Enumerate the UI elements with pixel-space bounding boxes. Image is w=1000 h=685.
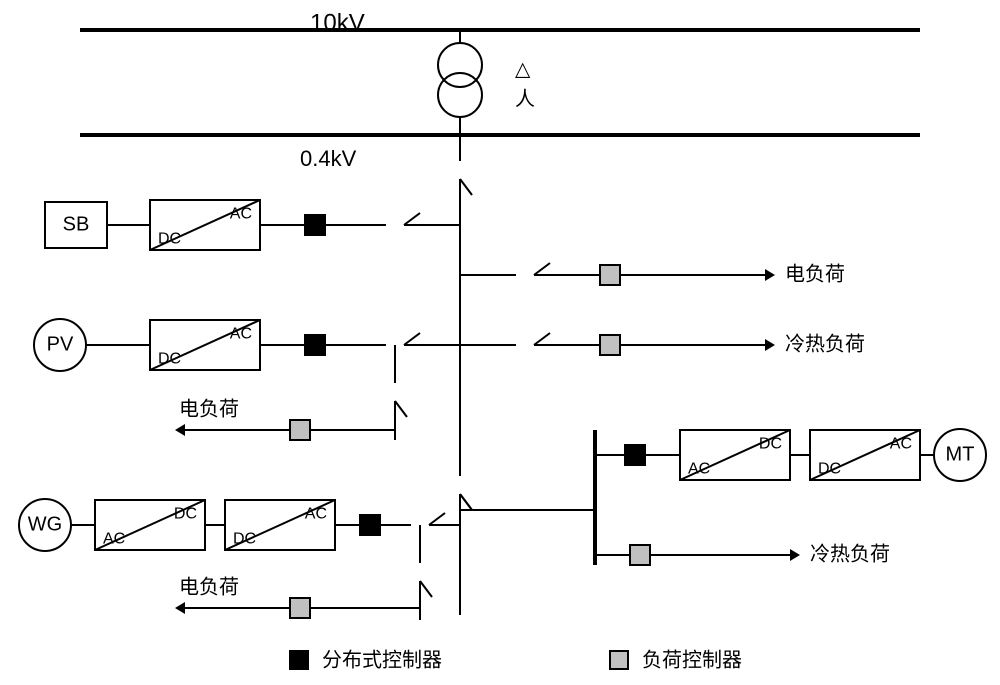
svg-text:DC: DC: [759, 436, 782, 453]
svg-text:AC: AC: [305, 506, 327, 523]
svg-text:AC: AC: [890, 436, 912, 453]
svg-text:AC: AC: [103, 531, 125, 548]
svg-text:AC: AC: [230, 326, 252, 343]
svg-text:电负荷: 电负荷: [179, 397, 239, 420]
svg-text:DC: DC: [158, 351, 181, 368]
svg-text:AC: AC: [230, 206, 252, 223]
svg-text:分布式控制器: 分布式控制器: [322, 648, 442, 671]
svg-text:DC: DC: [158, 231, 181, 248]
svg-text:冷热负荷: 冷热负荷: [785, 332, 865, 355]
bus-0p4kv-label: 0.4kV: [300, 146, 357, 171]
microgrid-diagram: 10kV0.4kV△人SBACDCPVACDCWGDCACACDC电负荷电负荷电…: [0, 0, 1000, 685]
svg-text:负荷控制器: 负荷控制器: [642, 648, 742, 671]
svg-text:PV: PV: [47, 333, 74, 355]
svg-text:AC: AC: [688, 461, 710, 478]
svg-text:电负荷: 电负荷: [785, 262, 845, 285]
svg-text:冷热负荷: 冷热负荷: [810, 542, 890, 565]
svg-text:DC: DC: [174, 506, 197, 523]
svg-text:DC: DC: [233, 531, 256, 548]
svg-text:MT: MT: [946, 443, 975, 465]
svg-text:DC: DC: [818, 461, 841, 478]
transformer-delta-icon: △: [515, 58, 531, 80]
transformer-wye-icon: 人: [515, 87, 535, 110]
svg-text:WG: WG: [28, 513, 62, 535]
svg-text:电负荷: 电负荷: [179, 575, 239, 598]
bus-10kv-label: 10kV: [310, 9, 365, 36]
svg-text:SB: SB: [63, 213, 90, 235]
